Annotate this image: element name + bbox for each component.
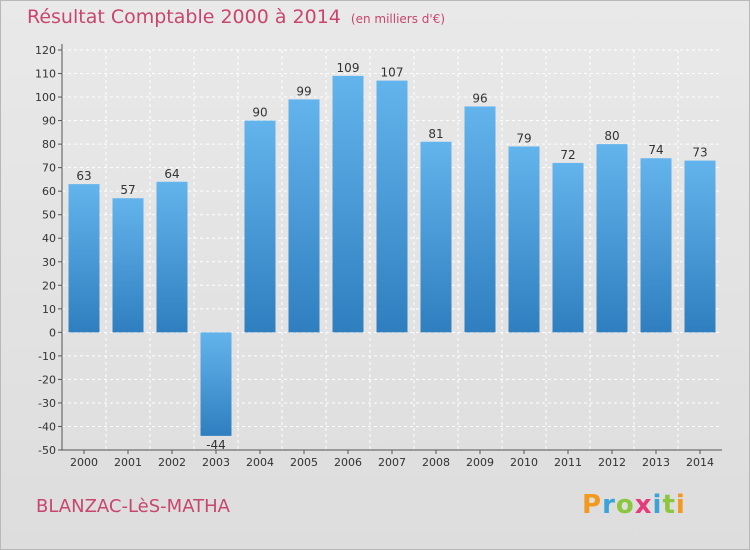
y-tick-label: 100 — [35, 91, 56, 104]
y-tick-label: 70 — [42, 162, 56, 175]
y-tick-label: 60 — [42, 185, 56, 198]
bar-2014 — [684, 160, 716, 333]
bar-2011 — [552, 162, 584, 333]
bar-2006 — [332, 75, 364, 333]
y-tick-label: -40 — [38, 420, 56, 433]
bar-2000 — [68, 184, 100, 333]
brand-letter: i — [675, 490, 686, 520]
bar-2013 — [640, 158, 672, 333]
bar-2012 — [596, 144, 628, 333]
brand-letter: r — [602, 490, 616, 520]
data-label-2003: -44 — [206, 438, 226, 452]
x-tick-label: 2004 — [246, 456, 274, 469]
y-tick-label: -30 — [38, 397, 56, 410]
brand-letter: t — [662, 490, 676, 520]
x-tick-label: 2006 — [334, 456, 362, 469]
brand-letter: P — [582, 490, 603, 520]
y-tick-label: 110 — [35, 68, 56, 81]
data-label-2008: 81 — [428, 127, 443, 141]
data-label-2006: 109 — [337, 61, 360, 75]
x-tick-label: 2000 — [70, 456, 98, 469]
y-tick-label: -50 — [38, 444, 56, 457]
bar-2004 — [244, 120, 276, 333]
bars — [68, 75, 716, 436]
x-tick-label: 2007 — [378, 456, 406, 469]
y-tick-label: 90 — [42, 115, 56, 128]
brand-letter: x — [634, 490, 653, 520]
bar-2005 — [288, 99, 320, 333]
bar-2003 — [200, 332, 232, 436]
data-label-2004: 90 — [252, 106, 267, 120]
chart-subtitle: (en milliers d'€) — [350, 12, 446, 26]
proxiti-logo[interactable]: Proxiti — [582, 490, 686, 520]
bar-2008 — [420, 141, 452, 333]
data-label-2009: 96 — [472, 91, 487, 105]
x-tick-label: 2005 — [290, 456, 318, 469]
x-tick-label: 2014 — [686, 456, 714, 469]
data-label-2010: 79 — [516, 131, 531, 145]
x-tick-label: 2008 — [422, 456, 450, 469]
y-tick-label: 0 — [49, 326, 56, 339]
y-tick-label: 80 — [42, 138, 56, 151]
x-tick-label: 2002 — [158, 456, 186, 469]
data-label-2014: 73 — [692, 146, 707, 160]
labels: 63 57 64 -44 90 99 109 107 81 96 79 72 80 74 73 — [76, 61, 707, 452]
y-tick-label: 120 — [35, 44, 56, 57]
y-tick-label: 20 — [42, 279, 56, 292]
data-label-2000: 63 — [76, 169, 91, 183]
x-tick-label: 2011 — [554, 456, 582, 469]
x-tick-label: 2012 — [598, 456, 626, 469]
data-label-2002: 64 — [164, 167, 179, 181]
data-label-2011: 72 — [560, 148, 575, 162]
data-label-2007: 107 — [381, 66, 404, 80]
y-tick-label: 40 — [42, 232, 56, 245]
bar-2001 — [112, 198, 144, 333]
data-label-2012: 80 — [604, 129, 619, 143]
bar-2009 — [464, 106, 496, 333]
x-tick-label: 2010 — [510, 456, 538, 469]
x-tick-label: 2013 — [642, 456, 670, 469]
y-tick-label: -20 — [38, 373, 56, 386]
data-label-2001: 57 — [120, 183, 135, 197]
commune-name: BLANZAC-LèS-MATHA — [36, 496, 230, 517]
chart-title: Résultat Comptable 2000 à 2014 (en millie… — [27, 6, 445, 28]
x-tick-label: 2009 — [466, 456, 494, 469]
bar-2007 — [376, 80, 408, 333]
y-tick-label: 10 — [42, 303, 56, 316]
data-label-2013: 74 — [648, 143, 663, 157]
x-tick-label: 2001 — [114, 456, 142, 469]
data-label-2005: 99 — [296, 84, 311, 98]
bar-2010 — [508, 146, 540, 333]
y-tick-label: 50 — [42, 209, 56, 222]
x-tick-label: 2003 — [202, 456, 230, 469]
brand-letter: o — [615, 490, 635, 520]
y-tick-label: -10 — [38, 350, 56, 363]
axes: -50 -40 -30 -20 -10 0 10 20 30 40 50 60 70 80 90 100 110… — [35, 44, 722, 469]
bar-2002 — [156, 181, 188, 333]
y-tick-label: 30 — [42, 256, 56, 269]
brand-letter: i — [652, 490, 663, 520]
chart-title-text: Résultat Comptable 2000 à 2014 — [27, 6, 341, 28]
